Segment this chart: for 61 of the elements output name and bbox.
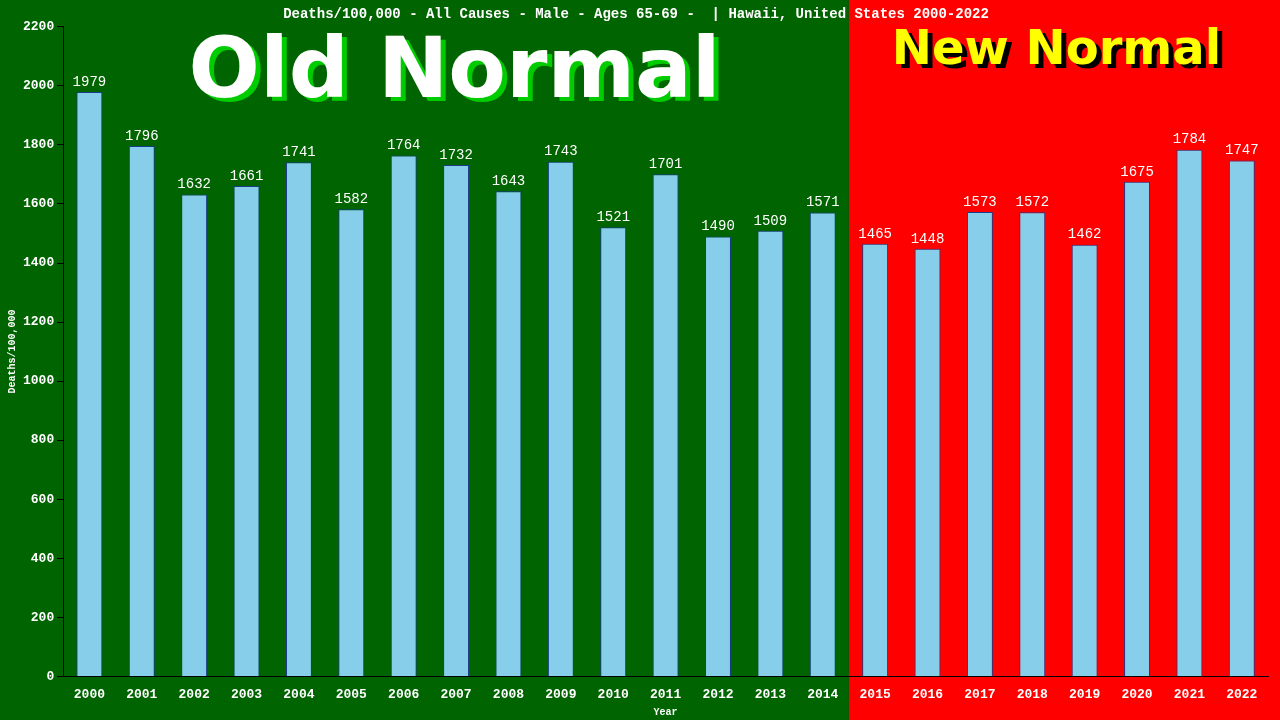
data-label: 1448 [910,230,945,247]
x-tick-label: 2007 [440,687,472,703]
x-tick-label: 2010 [597,687,630,703]
y-tick-label: 200 [30,609,55,625]
data-label: 1743 [544,143,578,160]
x-tick-label: 2004 [283,687,315,703]
data-label: 1490 [701,218,735,235]
x-tick-label: 2022 [1226,687,1258,703]
x-tick-label: 2008 [492,687,525,703]
y-tick-label: 400 [30,550,55,566]
data-label: 1661 [229,167,264,184]
x-tick-label: 2017 [964,687,996,703]
y-tick-label: 2200 [22,19,55,35]
x-tick-label: 2016 [911,687,944,703]
x-axis-title: Year [653,706,678,718]
y-tick-label: 1600 [22,196,55,212]
x-tick-label: 2003 [230,687,263,703]
data-label: 1675 [1120,163,1154,180]
data-label: 1764 [386,137,421,154]
y-axis-title: Deaths/100,000 [6,309,18,394]
y-tick-label: 1000 [22,373,55,389]
data-label: 1462 [1067,226,1102,243]
data-label: 1572 [1015,193,1050,210]
x-tick-label: 2021 [1173,687,1206,703]
y-tick-label: 0 [46,668,55,684]
x-tick-label: 2020 [1121,687,1153,703]
x-tick-label: 2011 [649,687,682,703]
data-label: 1465 [858,225,892,242]
y-tick-label: 600 [30,491,55,507]
data-label: 1732 [439,146,473,163]
y-tick-label: 1200 [22,314,55,330]
x-tick-label: 2001 [126,687,158,703]
x-tick-label: 2019 [1069,687,1101,703]
x-tick-label: 2015 [859,687,891,703]
data-label: 1784 [1172,131,1207,148]
data-label: 1573 [963,193,997,210]
y-tick-label: 2000 [22,78,55,94]
x-tick-label: 2000 [73,687,106,703]
x-tick-label: 2014 [807,687,839,703]
data-label: 1796 [124,127,159,144]
x-tick-label: 2002 [178,687,210,703]
x-tick-label: 2018 [1016,687,1049,703]
data-label: 1643 [491,172,526,189]
x-tick-label: 2009 [545,687,577,703]
data-label: 1521 [596,208,631,225]
y-tick-label: 800 [30,432,55,448]
data-label: 1741 [282,144,316,161]
y-tick-label: 1400 [22,255,55,271]
x-tick-label: 2012 [702,687,734,703]
data-label: 1979 [72,73,107,90]
data-label: 1571 [805,194,840,211]
x-tick-label: 2013 [754,687,787,703]
y-tick-label: 1800 [22,137,55,153]
chart-title: Deaths/100,000 - All Causes - Male - Ages 65-69 - | Hawaii, United States 2000-2022 [283,5,989,22]
data-label: 1582 [334,190,369,207]
x-tick-label: 2006 [388,687,420,703]
data-label: 1701 [648,155,683,172]
x-tick-label: 2005 [335,687,368,703]
data-label: 1509 [753,212,788,229]
data-label: 1747 [1225,142,1259,159]
data-label: 1632 [177,176,211,193]
